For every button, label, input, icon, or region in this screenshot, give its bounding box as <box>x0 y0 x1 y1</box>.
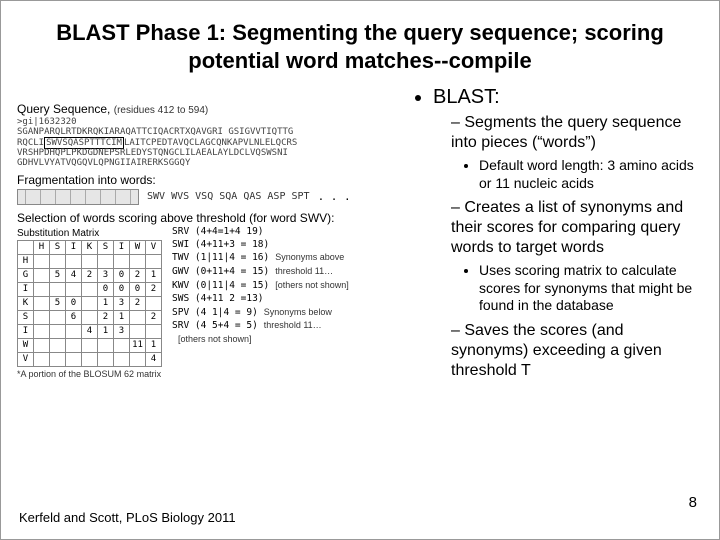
highlighted-word: SWVSQASPTTTCIM <box>44 137 124 149</box>
score-line: KWV (0|11|4 = 15)[others not shown] <box>172 279 349 293</box>
query-seq-label: Query Sequence, (residues 412 to 594) <box>17 102 397 116</box>
matrix-row: Substitution Matrix HSIKSIWVHG5423021I00… <box>17 226 397 379</box>
score-line: SPV (4 1|4 = 9)Synonyms below <box>172 306 349 320</box>
bullet-panel: BLAST: Segments the query sequence into … <box>397 80 703 387</box>
bullet-threshold: Saves the scores (and synonyms) exceedin… <box>451 321 703 381</box>
bullet-segments: Segments the query sequence into pieces … <box>451 113 703 192</box>
synonym-score-list: SRV (4+4=1+4 19)SWI (4+11+3 = 18)TWV (1|… <box>172 226 349 347</box>
score-line: [others not shown] <box>172 333 349 347</box>
bullet-synonyms: Creates a list of synonyms and their sco… <box>451 198 703 315</box>
subst-caption: Substitution Matrix <box>17 228 162 239</box>
fragmentation-row: SWV WVS VSQ SQA QAS ASP SPT . . . <box>17 189 397 205</box>
score-line: SWS (4+11 2 =13) <box>172 293 349 306</box>
fragment-ellipsis: . . . <box>318 190 351 203</box>
bullet-scoring: Uses scoring matrix to calculate scores … <box>479 262 703 315</box>
bullet-l1: BLAST: Segments the query sequence into … <box>405 86 703 381</box>
bullet-blast: BLAST: Segments the query sequence into … <box>433 86 703 381</box>
score-line: GWV (0+11+4 = 15)threshold 11… <box>172 265 349 279</box>
selection-label: Selection of words scoring above thresho… <box>17 211 397 225</box>
slide-title: BLAST Phase 1: Segmenting the query sequ… <box>1 1 719 80</box>
content-area: Query Sequence, (residues 412 to 594) >g… <box>1 80 719 387</box>
fragmentation-label: Fragmentation into words: <box>17 173 397 187</box>
bullet-l2-list: Segments the query sequence into pieces … <box>433 113 703 381</box>
score-line: SWI (4+11+3 = 18) <box>172 239 349 252</box>
score-line: SRV (4+4=1+4 19) <box>172 226 349 239</box>
sequence-block: >gi|1632320 SGANPARQLRTDKRQKIARAQATTCIQA… <box>17 117 397 169</box>
figure-panel: Query Sequence, (residues 412 to 594) >g… <box>17 80 397 387</box>
fragment-words: SWV WVS VSQ SQA QAS ASP SPT <box>147 191 310 202</box>
substitution-matrix: HSIKSIWVHG5423021I0002K50132S6212I413W11… <box>17 240 162 367</box>
citation-footer: Kerfeld and Scott, PLoS Biology 2011 <box>19 510 236 525</box>
subst-note: *A portion of the BLOSUM 62 matrix <box>17 369 162 379</box>
page-number: 8 <box>689 494 697 511</box>
score-line: SRV (4 5+4 = 5)threshold 11… <box>172 319 349 333</box>
bullet-wordlength: Default word length: 3 amino acids or 11… <box>479 157 703 192</box>
substitution-matrix-block: Substitution Matrix HSIKSIWVHG5423021I00… <box>17 226 162 379</box>
score-line: TWV (1|11|4 = 16)Synonyms above <box>172 251 349 265</box>
fragmentation-bar <box>17 189 139 205</box>
